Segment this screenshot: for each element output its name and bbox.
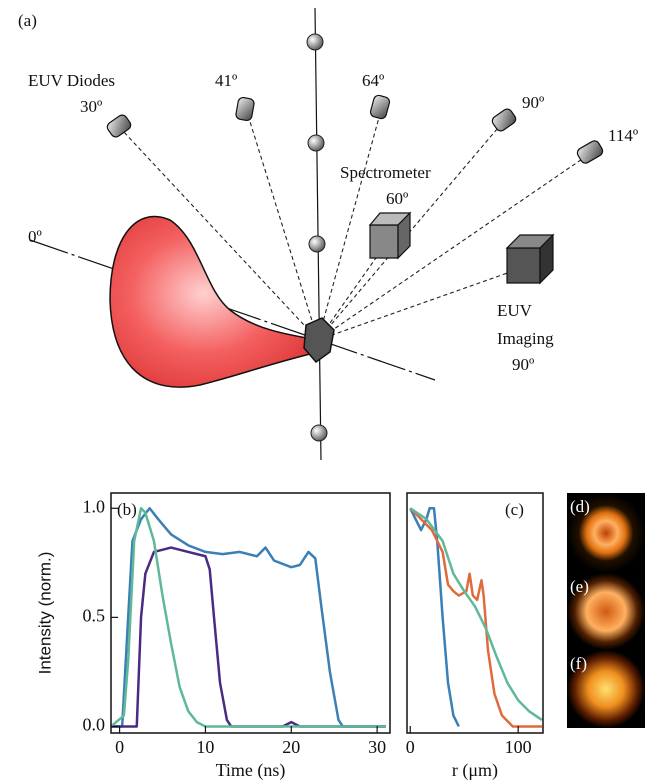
data-line (410, 508, 542, 726)
plot-frame (407, 493, 543, 733)
x-axis-label: Time (ns) (216, 760, 286, 781)
angle-label: 0º (28, 227, 42, 246)
panel-label: (b) (117, 500, 137, 519)
image-label: (e) (570, 577, 589, 596)
data-line (410, 508, 459, 726)
figure: (a) EUV Diodes 30º 41º 64º 90º 114º Spec… (0, 0, 650, 783)
y-tick-label: 0.5 (83, 605, 106, 625)
image-label: (f) (570, 654, 587, 673)
angle-label: 114º (608, 126, 638, 145)
imaging-label: EUV (497, 301, 533, 320)
imaging-label: Imaging (497, 329, 554, 348)
panel-label: (c) (505, 500, 524, 519)
data-line (111, 548, 386, 727)
x-tick-label: 10 (196, 737, 214, 757)
y-tick-label: 1.0 (83, 496, 106, 516)
y-tick-label: 0.0 (83, 715, 106, 735)
data-line (111, 508, 386, 726)
x-tick-label: 30 (368, 737, 386, 757)
angle-label: 90º (522, 93, 544, 112)
x-tick-label: 100 (505, 737, 532, 757)
spectrometer-box (370, 213, 410, 258)
x-axis-label: r (μm) (452, 760, 498, 781)
x-tick-label: 20 (282, 737, 300, 757)
diagram: (a) EUV Diodes 30º 41º 64º 90º 114º Spec… (18, 8, 638, 460)
angle-label: 30º (80, 97, 102, 116)
data-line (111, 508, 386, 726)
panel-label: (a) (18, 11, 37, 30)
spheres (307, 34, 327, 441)
angle-label: 60º (386, 189, 408, 208)
vertical-axis (315, 8, 321, 460)
plot-frame (111, 493, 390, 733)
image-label: (d) (570, 497, 590, 516)
x-tick-label: 0 (406, 737, 415, 757)
images: (d) (e) (f) (567, 493, 645, 728)
angle-label: 90º (512, 355, 534, 374)
target (304, 318, 334, 362)
angle-label: 41º (215, 71, 237, 90)
spectrometer-label: Spectrometer (340, 163, 431, 182)
diodes-label: EUV Diodes (28, 71, 115, 90)
data-line (410, 508, 542, 720)
x-tick-label: 0 (115, 737, 124, 757)
horn (110, 217, 318, 388)
imaging-box (507, 235, 553, 283)
y-axis-label: Intensity (norm.) (35, 552, 54, 675)
angle-label: 64º (362, 71, 384, 90)
